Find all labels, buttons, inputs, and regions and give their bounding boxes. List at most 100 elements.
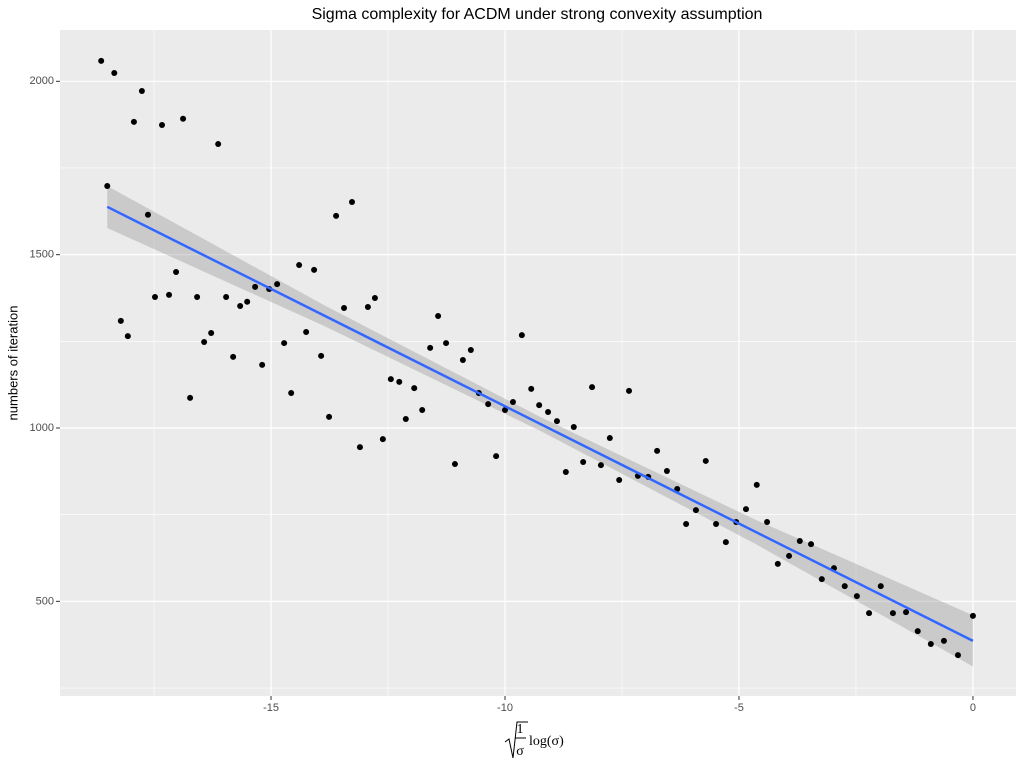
point (435, 313, 442, 320)
point (311, 266, 318, 273)
point (443, 340, 450, 347)
point (713, 521, 720, 528)
sqrt-sign (504, 721, 528, 759)
point (252, 283, 259, 290)
point (379, 436, 386, 443)
point (187, 394, 194, 401)
point (208, 330, 215, 337)
point (536, 402, 543, 409)
point (296, 262, 303, 269)
point (796, 538, 803, 545)
point (138, 88, 145, 95)
point (124, 333, 131, 340)
point (411, 385, 418, 392)
point (903, 609, 910, 616)
point (889, 610, 896, 617)
point (702, 457, 709, 464)
point (940, 637, 947, 644)
point (954, 652, 961, 659)
point (580, 458, 587, 465)
x-label-numerator: 1 (517, 722, 524, 737)
point (402, 415, 409, 422)
point (654, 447, 661, 454)
point (230, 353, 237, 360)
point (419, 406, 426, 413)
point (274, 281, 281, 288)
y-axis-label: numbers of iteration (5, 306, 20, 421)
point (194, 293, 201, 300)
point (969, 612, 976, 619)
x-tick-label: 0 (970, 702, 976, 714)
point (117, 317, 124, 324)
point (774, 560, 781, 567)
point (348, 198, 355, 205)
regression-line (106, 205, 974, 642)
point (333, 212, 340, 219)
point (722, 539, 729, 546)
point (553, 418, 560, 425)
point (914, 628, 921, 635)
point (144, 211, 151, 218)
point (318, 352, 325, 359)
point (303, 328, 310, 335)
point (281, 340, 288, 347)
point (111, 69, 118, 76)
point (459, 357, 466, 364)
x-label-denominator: σ (516, 744, 524, 759)
point (786, 552, 793, 559)
point (223, 293, 230, 300)
point (528, 385, 535, 392)
marks (98, 57, 976, 667)
point (180, 115, 187, 122)
point (742, 506, 749, 513)
x-label-function: log(σ) (529, 734, 564, 749)
point (244, 298, 251, 305)
point (545, 409, 552, 416)
point (866, 610, 873, 617)
point (927, 640, 934, 647)
point (215, 141, 222, 148)
x-tick-label: -5 (734, 702, 744, 714)
point (753, 481, 760, 488)
y-tick-label: 1500 (30, 249, 54, 261)
point (173, 268, 180, 275)
point (808, 541, 815, 548)
point (356, 444, 363, 451)
point (606, 435, 613, 442)
point (683, 521, 690, 528)
point (371, 294, 378, 301)
point (692, 507, 699, 514)
grid (60, 30, 1016, 696)
point (597, 462, 604, 469)
point (104, 183, 111, 190)
point (764, 518, 771, 525)
point (98, 57, 105, 64)
point (493, 453, 500, 460)
point (853, 593, 860, 600)
point (396, 378, 403, 385)
point (259, 361, 266, 368)
point (387, 376, 394, 383)
chart-title: Sigma complexity for ACDM under strong c… (312, 6, 763, 23)
point (818, 576, 825, 583)
point (616, 477, 623, 484)
point (341, 305, 348, 312)
point (427, 344, 434, 351)
point (841, 583, 848, 590)
confidence-band (107, 186, 973, 667)
point (467, 346, 474, 353)
point (130, 118, 137, 125)
point (237, 302, 244, 309)
panel (60, 30, 1016, 696)
point (166, 291, 173, 298)
point (485, 401, 492, 408)
point (562, 469, 569, 476)
point (877, 583, 884, 590)
x-tick-label: -10 (497, 702, 513, 714)
point (502, 406, 509, 413)
x-tick-label: -15 (263, 702, 279, 714)
point (663, 467, 670, 474)
point (518, 332, 525, 339)
